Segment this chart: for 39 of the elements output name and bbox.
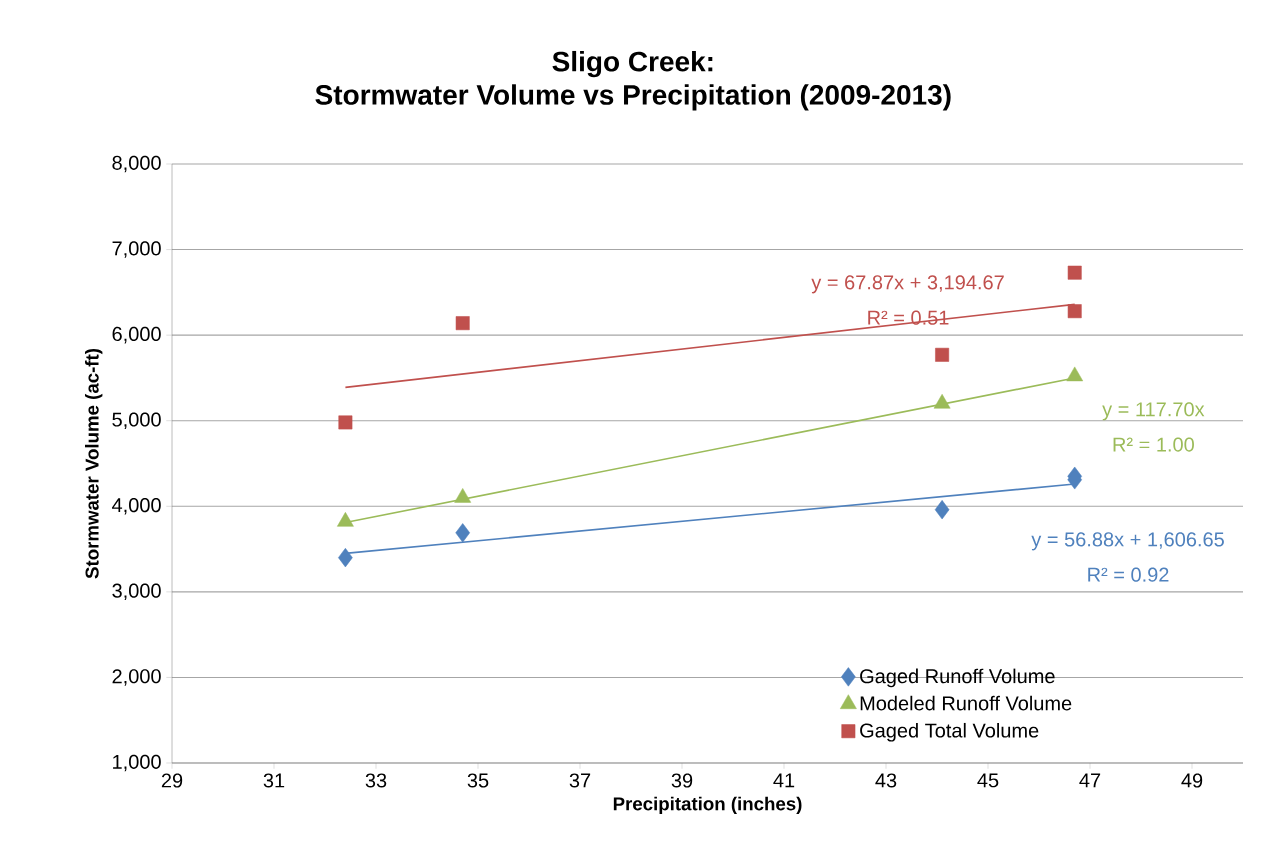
point — [1067, 265, 1082, 280]
point — [934, 500, 950, 520]
point — [338, 548, 353, 568]
point — [338, 415, 353, 430]
x-axis-title: Precipitation (inches) — [613, 796, 802, 815]
y-tick-label: 3,000 — [112, 583, 161, 601]
point — [935, 347, 950, 362]
chart-title: Sligo Creek: — [552, 50, 713, 78]
x-tick-label: 35 — [467, 773, 489, 788]
legend-label: Gaged Total Volume — [860, 722, 1039, 742]
x-tick-label: 45 — [977, 773, 999, 788]
x-tick-label: 37 — [569, 773, 591, 788]
y-tick-label: 8,000 — [112, 155, 161, 173]
x-tick-label: 43 — [875, 773, 897, 788]
annotation: R² = 1.00 — [1113, 437, 1194, 452]
y-tick-label: 4,000 — [112, 498, 161, 515]
chart-subtitle: Stormwater Volume vs Precipitation (2009-2013) — [315, 84, 951, 111]
x-tick-label: 39 — [671, 773, 693, 788]
annotation: R² = 0.92 — [1088, 567, 1169, 582]
annotation: y = 117.70x — [1102, 402, 1205, 421]
x-tick-label: 49 — [1181, 773, 1203, 788]
x-tick-label: 33 — [365, 773, 387, 788]
y-tick-label: 6,000 — [112, 326, 161, 344]
y-tick-label: 2,000 — [112, 669, 161, 686]
point — [1067, 304, 1082, 319]
x-tick-label: 29 — [161, 773, 183, 788]
legend-label: Gaged Runoff Volume — [860, 668, 1055, 688]
annotation: y = 56.88x + 1,606.65 — [1031, 532, 1224, 551]
y-tick-label: 1,000 — [113, 754, 161, 772]
point — [455, 316, 470, 331]
x-tick-label: 47 — [1079, 773, 1101, 788]
legend-label: Modeled Runoff Volume — [860, 695, 1072, 711]
annotation: y = 67.87x + 3,194.67 — [811, 275, 1004, 294]
x-tick-label: 41 — [773, 773, 795, 788]
point — [455, 523, 470, 543]
y-tick-label: 7,000 — [112, 241, 161, 258]
y-tick-label: 5,000 — [112, 412, 161, 429]
x-tick-label: 31 — [263, 773, 285, 788]
y-axis-title: Stormwater Volume (ac-ft) — [84, 348, 103, 579]
